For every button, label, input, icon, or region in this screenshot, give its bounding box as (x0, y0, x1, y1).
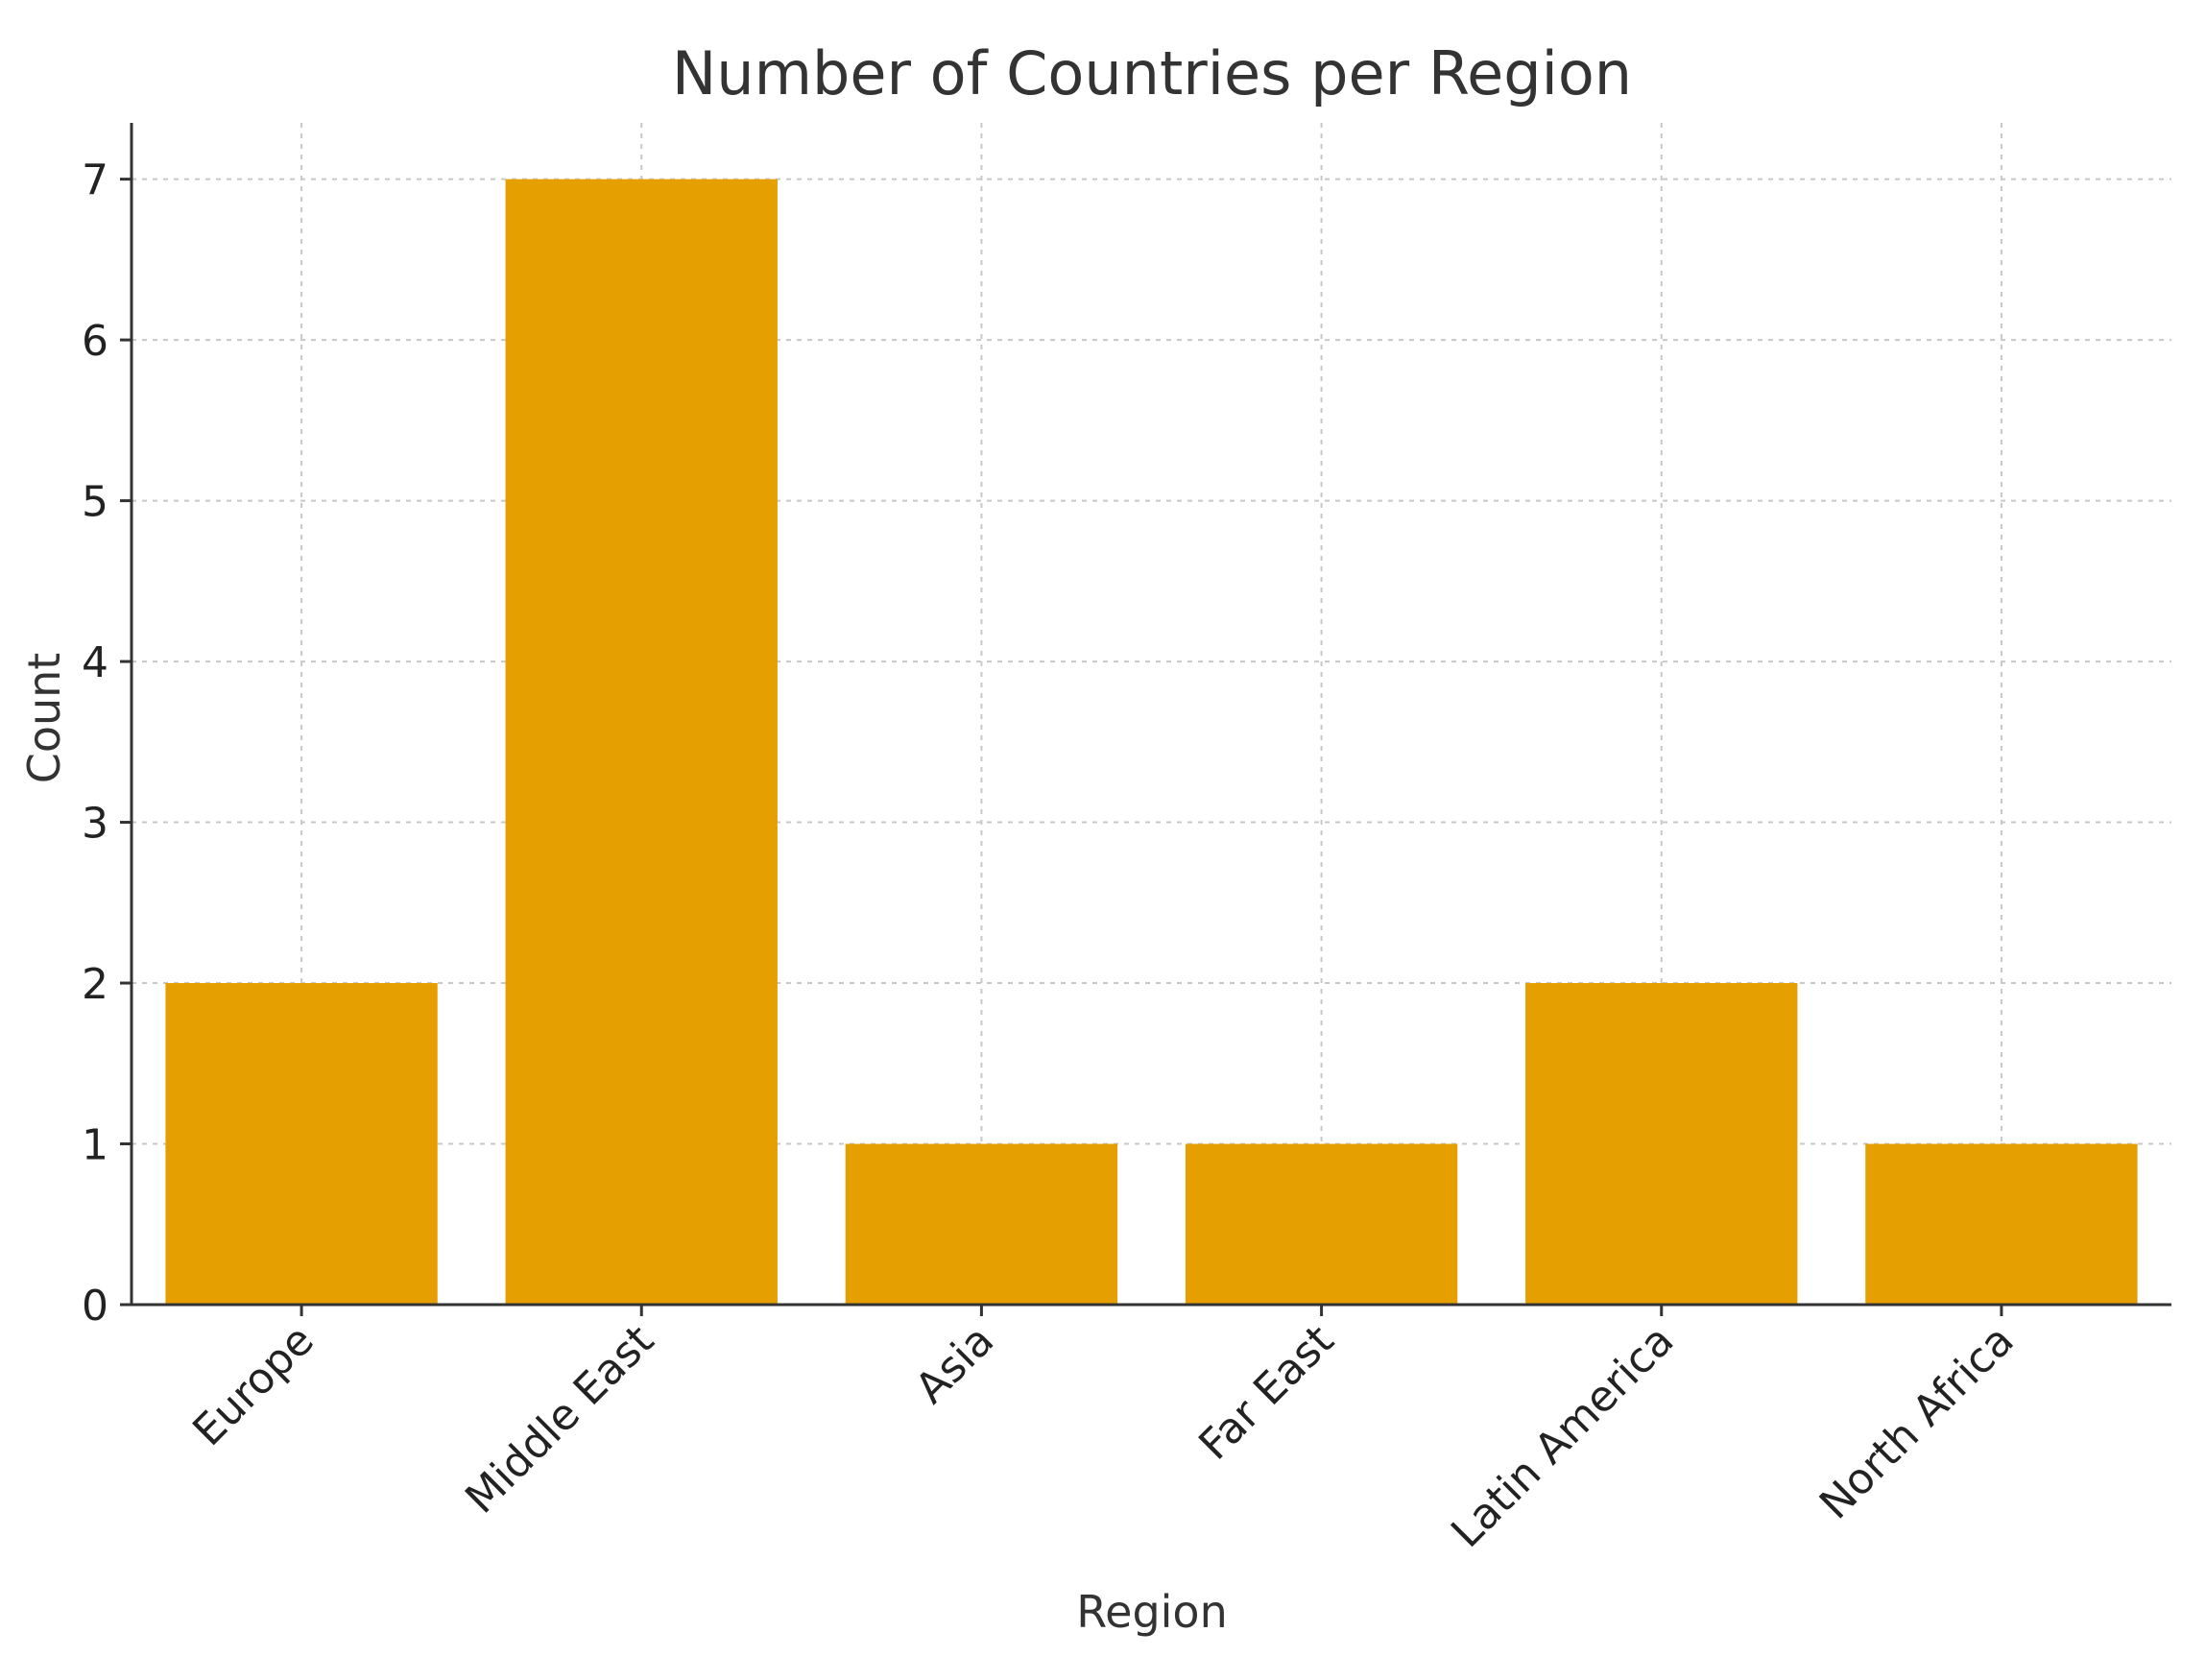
y-tick-label: 0 (82, 1282, 108, 1331)
y-tick-label: 5 (82, 478, 108, 527)
y-tick-label: 2 (82, 960, 108, 1009)
x-tick-label: Asia (906, 1316, 1003, 1413)
y-tick-label: 3 (82, 800, 108, 849)
bar-europe (165, 983, 438, 1305)
y-tick-label: 1 (82, 1121, 108, 1170)
bar-far-east (1185, 1143, 1458, 1305)
bars (165, 179, 2138, 1306)
y-axis-label: Count (18, 653, 70, 784)
x-tick-label: Latin America (1442, 1316, 1683, 1557)
bar-asia (845, 1143, 1118, 1305)
x-tick-label: Middle East (456, 1316, 663, 1524)
chart-title: Number of Countries per Region (672, 38, 1632, 108)
y-tick-label: 7 (82, 156, 108, 205)
x-axis-label: Region (1076, 1586, 1227, 1638)
bar-latin-america (1525, 983, 1798, 1305)
x-tick-label: Europe (183, 1316, 323, 1455)
bar-middle-east (505, 179, 778, 1306)
axes (120, 123, 2171, 1316)
y-tick-label: 6 (82, 317, 108, 366)
x-tick-label: Far East (1189, 1316, 1343, 1470)
y-tick-label: 4 (82, 638, 108, 687)
x-tick-label: North Africa (1810, 1316, 2024, 1529)
tick-labels: 0 1 2 3 4 5 6 7 Europe Middle East Asia Far East Lat… (82, 156, 2024, 1557)
bar-north-africa (1865, 1143, 2138, 1305)
